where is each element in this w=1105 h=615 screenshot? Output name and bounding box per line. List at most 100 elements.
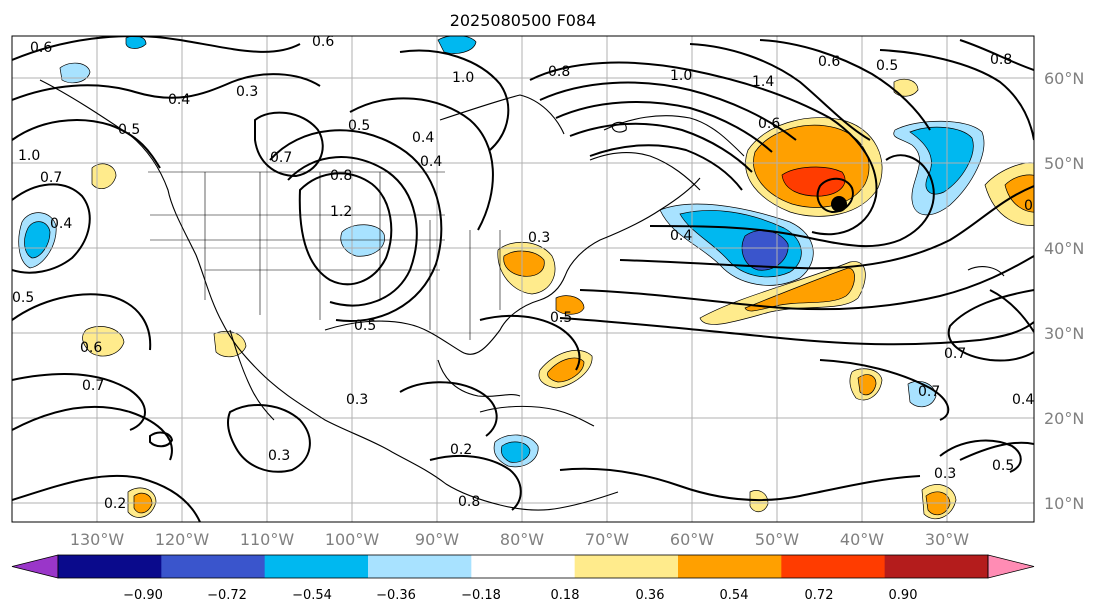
lon-tick-label: 100°W (325, 530, 380, 549)
contour-label: 0.4 (420, 154, 442, 170)
contour-label: 0.7 (944, 346, 966, 362)
lat-tick-label: 30°N (1044, 324, 1084, 343)
contour-label: 0.6 (818, 54, 840, 70)
colorbar-swatch (264, 555, 369, 578)
colorbar-label: 0.36 (636, 588, 665, 603)
contour-label: 1.4 (752, 74, 774, 90)
lon-tick-label: 120°W (155, 530, 210, 549)
colorbar-label: −0.54 (292, 588, 332, 603)
positive-anomaly-carolinas (555, 295, 585, 315)
colorbar-label: 0.18 (551, 588, 580, 603)
colorbar-swatch (574, 555, 679, 578)
lon-tick-label: 40°W (840, 530, 884, 549)
lon-tick-label: 30°W (925, 530, 969, 549)
contour-label: 0.7 (918, 384, 940, 400)
colorbar-extend-min (11, 554, 59, 579)
colorbar-label: −0.90 (123, 588, 163, 603)
map-content: 0.6 0.6 0.3 0.4 0.5 0.4 0.7 0.5 1.0 0.8 … (12, 34, 1034, 522)
lon-tick-label: 70°W (585, 530, 629, 549)
positive-anomaly-mexico (213, 331, 247, 358)
positive-anomaly-us-east-core (503, 250, 545, 277)
colorbar-label: 0.54 (720, 588, 749, 603)
contour-label: 0.3 (528, 230, 550, 246)
lat-tick-label: 60°N (1044, 69, 1084, 88)
contour-label: 0.5 (992, 458, 1014, 474)
contour-label: 0.3 (934, 466, 956, 482)
map-frame-border (11, 35, 1035, 523)
contour-label: 0.3 (268, 448, 290, 464)
coastlines (39, 79, 1005, 511)
colorbar-labels: −0.90 −0.72 −0.54 −0.36 −0.18 0.18 0.36 … (123, 588, 917, 603)
contour-lines (12, 36, 1034, 522)
contour-label: 0.6 (30, 40, 52, 56)
lon-tick-label: 80°W (500, 530, 544, 549)
contour-label: 0.8 (458, 494, 480, 510)
lon-tick-label: 110°W (240, 530, 295, 549)
positive-anomaly-pacific-north (91, 163, 117, 190)
contour-label: 0.4 (168, 92, 190, 108)
negative-anomaly-north-small (125, 36, 147, 49)
contour-label: 0.7 (82, 378, 104, 394)
colorbar-label: −0.72 (207, 588, 247, 603)
positive-anomaly-gulf-core (547, 357, 585, 383)
negative-anomaly-pacific-west-core (24, 221, 51, 259)
positive-anomaly-pacific-sw (82, 326, 125, 357)
contour-label: 0.5 (12, 290, 34, 306)
contour-label: 0.5 (876, 58, 898, 74)
lon-tick-label: 60°W (670, 530, 714, 549)
contour-label: 0.5 (348, 118, 370, 134)
lat-tick-label: 40°N (1044, 239, 1084, 258)
latitude-ticks: 60°N 50°N 40°N 30°N 20°N 10°N (1044, 69, 1084, 513)
gridlines (12, 36, 1034, 522)
contour-label: 0.5 (354, 318, 376, 334)
positive-anomaly-north-atlantic-max (781, 166, 846, 197)
contour-label: 0.6 (312, 34, 334, 50)
contour-label: 0.8 (330, 168, 352, 184)
contour-label: 0.6 (80, 340, 102, 356)
colorbar-swatch (161, 555, 266, 578)
colorbar-label: 0.72 (805, 588, 834, 603)
lon-tick-label: 130°W (70, 530, 125, 549)
map-title: 2025080500 F084 (450, 11, 597, 30)
negative-anomaly-caribbean-core (500, 441, 531, 463)
contour-label: 0.3 (236, 84, 258, 100)
contour-label: 1.0 (670, 68, 692, 84)
lat-tick-label: 50°N (1044, 154, 1084, 173)
contour-label: 0.8 (548, 64, 570, 80)
colorbar-label: −0.36 (376, 588, 416, 603)
storm-center-marker (831, 196, 847, 212)
colorbar-extend-max (987, 554, 1035, 579)
lat-tick-label: 10°N (1044, 494, 1084, 513)
colorbar-swatch (884, 555, 989, 578)
contour-label: 0.5 (118, 122, 140, 138)
colorbar-swatch (678, 555, 782, 578)
negative-anomaly-north-east-atlantic-core (909, 126, 974, 195)
colorbar: −0.90 −0.72 −0.54 −0.36 −0.18 0.18 0.36 … (11, 554, 1035, 603)
colorbar-outline (57, 554, 989, 579)
colorbar-label: 0.90 (889, 588, 918, 603)
contour-label: 0.4 (1012, 392, 1034, 408)
contour-label: 0.6 (758, 116, 780, 132)
longitude-ticks: 130°W 120°W 110°W 100°W 90°W 80°W 70°W 6… (70, 530, 969, 549)
colorbar-swatch (58, 555, 162, 578)
contour-label: 0.4 (50, 216, 72, 232)
contour-label: 1.0 (452, 70, 474, 86)
contour-label: 0.2 (450, 442, 472, 458)
contour-label: 0.7 (270, 150, 292, 166)
colorbar-label: −0.18 (461, 588, 501, 603)
contour-label: 0.8 (990, 52, 1012, 68)
contour-label: 1.0 (18, 148, 40, 164)
contour-label: 0.4 (670, 228, 692, 244)
lon-tick-label: 50°W (755, 530, 799, 549)
colorbar-swatches (11, 554, 1035, 579)
contour-label: 0.3 (346, 392, 368, 408)
contour-label: 1.2 (330, 204, 352, 220)
contour-label: 0.7 (40, 170, 62, 186)
colorbar-swatch (781, 555, 886, 578)
lon-tick-label: 90°W (415, 530, 459, 549)
contour-label: 0.5 (550, 310, 572, 326)
colorbar-swatch (368, 555, 472, 578)
colorbar-swatch (471, 555, 576, 578)
positive-anomaly-subtropical-band-core (744, 267, 855, 312)
